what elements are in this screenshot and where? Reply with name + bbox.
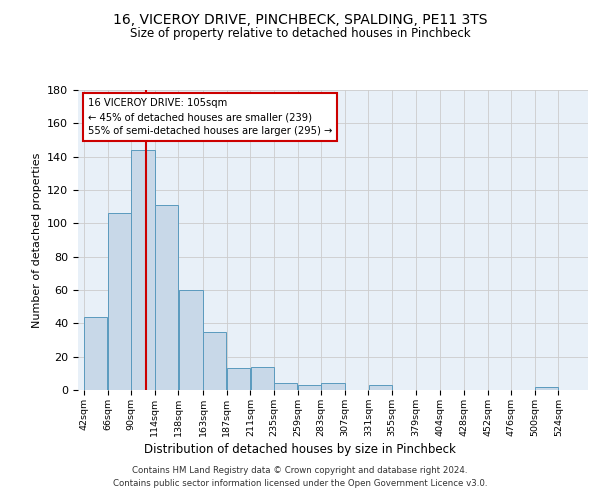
- Text: 16, VICEROY DRIVE, PINCHBECK, SPALDING, PE11 3TS: 16, VICEROY DRIVE, PINCHBECK, SPALDING, …: [113, 12, 487, 26]
- Bar: [298, 385, 321, 390]
- Bar: [203, 332, 226, 390]
- Y-axis label: Number of detached properties: Number of detached properties: [32, 152, 41, 328]
- Bar: [227, 368, 250, 390]
- Bar: [251, 366, 274, 390]
- Bar: [322, 384, 344, 390]
- Bar: [155, 205, 178, 390]
- Text: Distribution of detached houses by size in Pinchbeck: Distribution of detached houses by size …: [144, 442, 456, 456]
- Bar: [368, 385, 392, 390]
- Bar: [179, 290, 203, 390]
- Bar: [274, 384, 298, 390]
- Bar: [108, 214, 131, 390]
- Bar: [84, 316, 107, 390]
- Bar: [131, 150, 155, 390]
- Text: 16 VICEROY DRIVE: 105sqm
← 45% of detached houses are smaller (239)
55% of semi-: 16 VICEROY DRIVE: 105sqm ← 45% of detach…: [88, 98, 332, 136]
- Text: Size of property relative to detached houses in Pinchbeck: Size of property relative to detached ho…: [130, 28, 470, 40]
- Bar: [535, 386, 558, 390]
- Text: Contains HM Land Registry data © Crown copyright and database right 2024.
Contai: Contains HM Land Registry data © Crown c…: [113, 466, 487, 487]
